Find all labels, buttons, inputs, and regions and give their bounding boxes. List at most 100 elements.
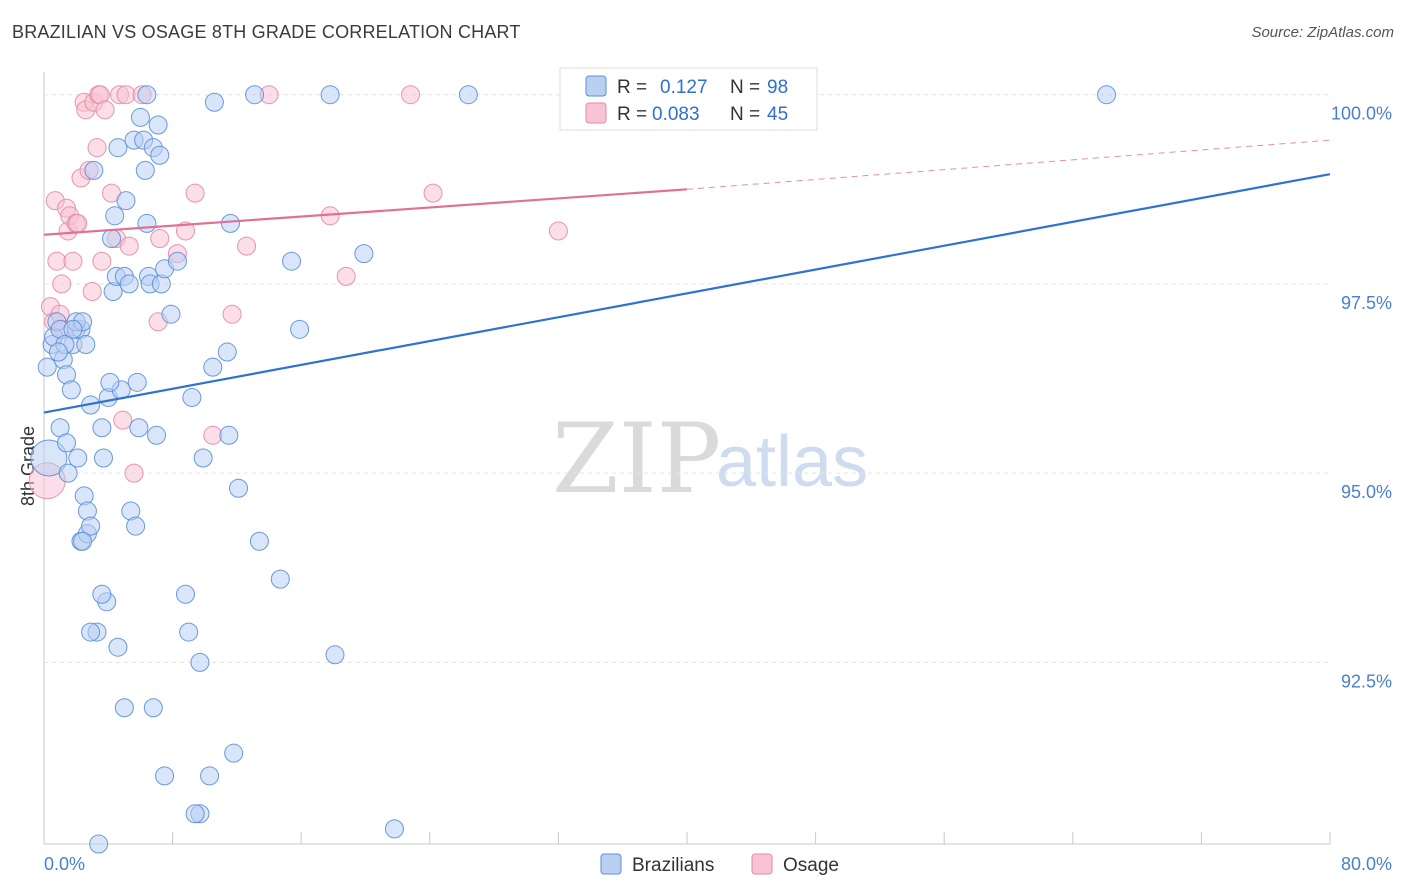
brazilians-point <box>185 804 205 824</box>
brazilians-point <box>73 531 93 551</box>
osage-trend-extension <box>686 139 1331 190</box>
trend-lines <box>43 139 1331 414</box>
y-tick-labels: 100.0% 97.5% 95.0% 92.5% <box>1331 104 1392 692</box>
brazilians-point <box>203 357 223 377</box>
brazilians-point <box>137 85 157 105</box>
osage-point <box>92 251 112 271</box>
brazilians-point <box>116 191 136 211</box>
osage-point <box>68 213 88 233</box>
osage-point <box>175 221 195 241</box>
brazilians-point <box>147 425 167 445</box>
brazilians-point <box>224 743 244 763</box>
series-legend: Brazilians Osage <box>600 853 839 876</box>
brazilians-point <box>220 213 240 233</box>
brazilians-point <box>108 637 128 657</box>
y-tick-label: 95.0% <box>1341 482 1392 502</box>
y-tick-label: 100.0% <box>1331 104 1392 124</box>
osage-point <box>119 236 139 256</box>
osage-point <box>401 85 421 105</box>
brazilians-point <box>249 531 269 551</box>
osage-point <box>237 236 257 256</box>
brazilians-point <box>270 569 290 589</box>
brazilians-point <box>100 372 120 392</box>
brazilians-point <box>458 85 478 105</box>
brazilians-point <box>81 622 101 642</box>
legend-r-label-osage: R = <box>617 104 647 125</box>
brazilians-point <box>48 342 68 362</box>
osage-point <box>548 221 568 241</box>
osage-point <box>124 463 144 483</box>
brazilians-trend-line <box>43 173 1331 414</box>
legend-swatch-osage <box>585 102 607 124</box>
brazilians-point <box>58 463 78 483</box>
brazilians-point <box>179 622 199 642</box>
brazilians-point <box>57 433 77 453</box>
brazilians-point <box>37 357 57 377</box>
brazilians-point <box>150 145 170 165</box>
osage-point <box>113 410 133 430</box>
bottom-legend-label-osage: Osage <box>783 855 839 876</box>
osage-point <box>82 281 102 301</box>
legend-r-value-brazilians: 0.127 <box>660 77 708 98</box>
osage-point <box>52 274 72 294</box>
brazilians-point <box>76 334 96 354</box>
brazilians-point <box>127 372 147 392</box>
osage-point <box>203 425 223 445</box>
watermark-zip: ZIP <box>552 403 721 515</box>
brazilians-points <box>30 85 1117 854</box>
legend-n-value-brazilians: 98 <box>767 77 788 98</box>
legend-r-label-brazilians: R = <box>617 77 647 98</box>
brazilians-point <box>354 244 374 264</box>
legend-swatch-brazilians <box>585 75 607 97</box>
x-tick-label-max: 80.0% <box>1341 854 1392 874</box>
brazilians-point <box>182 387 202 407</box>
brazilians-point <box>30 439 68 477</box>
brazilians-point <box>148 115 168 135</box>
brazilians-point <box>108 138 128 158</box>
brazilians-point <box>63 319 83 339</box>
brazilians-point <box>167 251 187 271</box>
brazilians-point <box>92 418 112 438</box>
brazilians-point <box>102 229 122 249</box>
legend-n-label-osage: N = <box>730 104 760 125</box>
bottom-legend-swatch-brazilians <box>600 853 622 875</box>
osage-point <box>423 183 443 203</box>
brazilians-point <box>219 425 239 445</box>
brazilians-point <box>320 85 340 105</box>
brazilians-point <box>204 92 224 112</box>
brazilians-point <box>245 85 265 105</box>
bottom-legend-swatch-osage <box>751 853 773 875</box>
brazilians-point <box>229 478 249 498</box>
osage-point <box>47 251 67 271</box>
brazilians-point <box>114 698 134 718</box>
brazilians-point <box>200 766 220 786</box>
legend-n-value-osage: 45 <box>767 104 788 125</box>
brazilians-point <box>61 380 81 400</box>
legend-n-label-brazilians: N = <box>730 77 760 98</box>
y-tick-label: 97.5% <box>1341 293 1392 313</box>
osage-point <box>222 304 242 324</box>
x-tick-label-min: 0.0% <box>44 854 85 874</box>
brazilians-point <box>129 418 149 438</box>
brazilians-point <box>175 584 195 604</box>
brazilians-point <box>68 448 88 468</box>
brazilians-point <box>384 819 404 839</box>
brazilians-point <box>137 213 157 233</box>
y-tick-label: 92.5% <box>1341 671 1392 691</box>
osage-point <box>63 251 83 271</box>
x-axis-ticks <box>43 832 1331 844</box>
brazilians-point <box>290 319 310 339</box>
bottom-legend-label-brazilians: Brazilians <box>632 855 714 876</box>
osage-point <box>336 266 356 286</box>
osage-point <box>95 100 115 120</box>
brazilians-point <box>155 766 175 786</box>
brazilians-point <box>135 160 155 180</box>
chart-source: Source: ZipAtlas.com <box>1251 24 1394 41</box>
brazilians-point <box>1097 85 1117 105</box>
watermark-atlas: atlas <box>716 422 868 502</box>
brazilians-point <box>89 834 109 854</box>
brazilians-point <box>105 206 125 226</box>
brazilians-point <box>92 584 112 604</box>
brazilians-point <box>119 274 139 294</box>
